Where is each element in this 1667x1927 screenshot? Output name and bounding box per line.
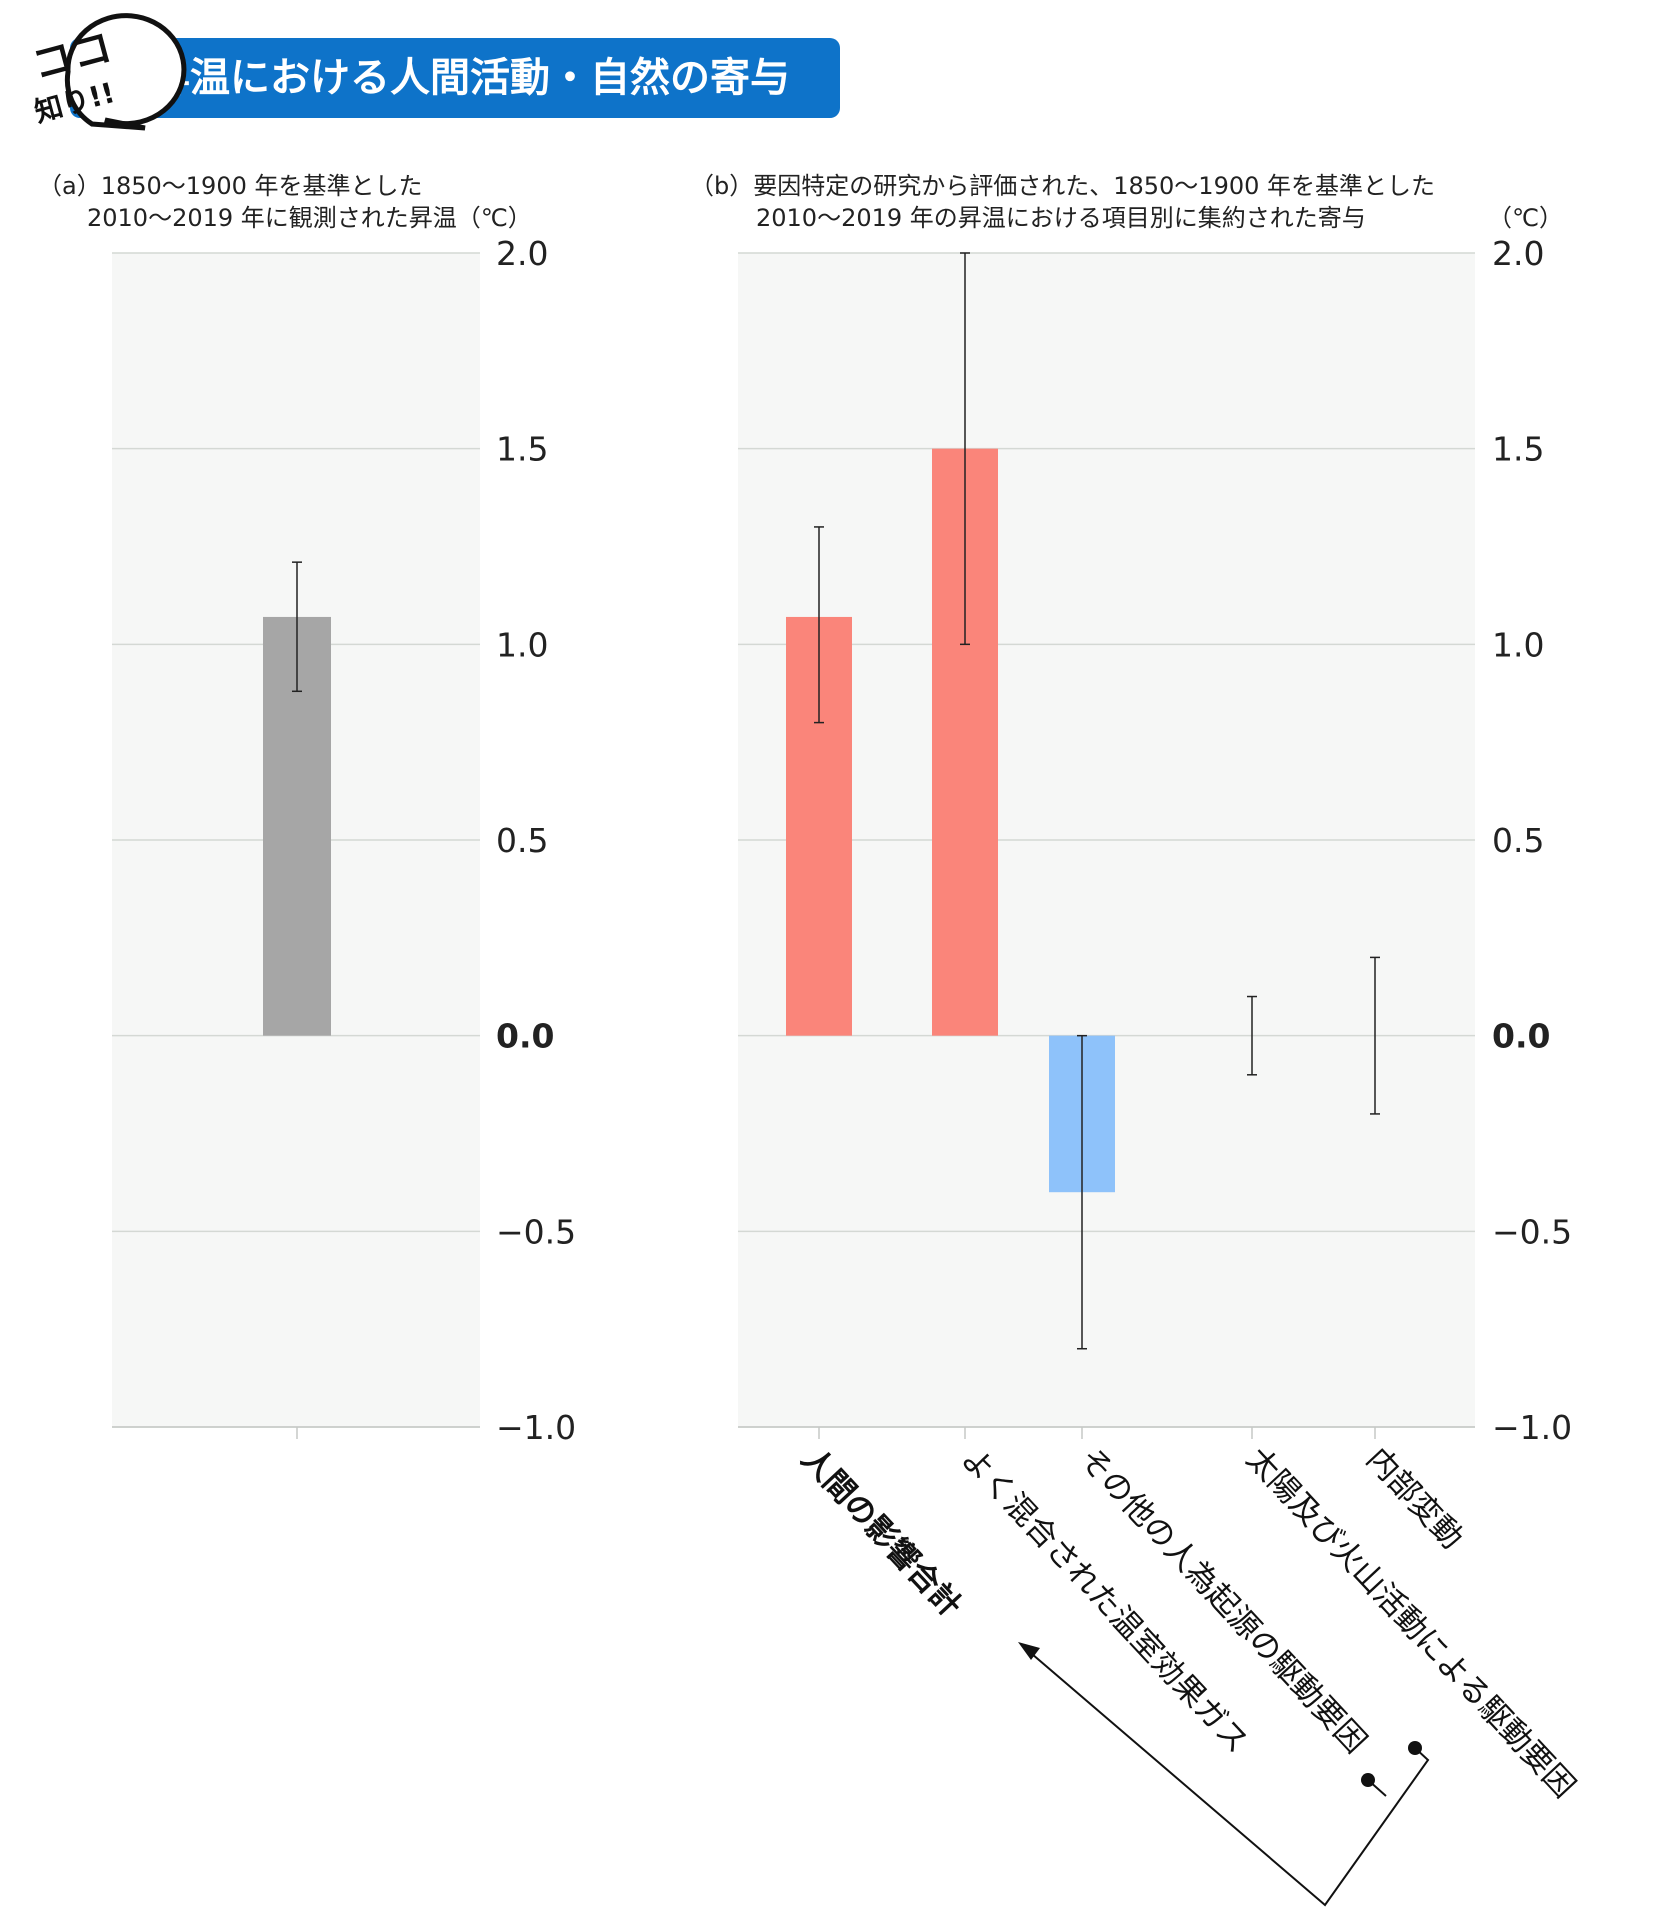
y-tick-label: −0.5 [496, 1212, 576, 1251]
panel-b-unit: （℃） [1488, 204, 1563, 232]
panel-a-caption-line2: 2010〜2019 年に観測された昇温（℃） [87, 204, 532, 232]
bracket-dot-other [1361, 1773, 1375, 1787]
y-tick-label: 2.0 [496, 234, 548, 273]
y-tick-label: −1.0 [496, 1408, 576, 1447]
y-tick-label: −0.5 [1492, 1212, 1572, 1251]
y-tick-label: 0.0 [496, 1017, 554, 1056]
panel-a-plot: 2.0 1.5 1.0 0.5 0.0 −0.5 −1.0 [112, 234, 576, 1447]
badge: ココ 知り!! [28, 13, 187, 131]
panel-b-category-labels: 人間の影響合計よく混合された温室効果ガスその他の人為起源の駆動要因太陽及び火山活… [794, 1441, 1582, 1805]
y-tick-label: 1.5 [1492, 430, 1544, 469]
bracket-dot-ghg [1408, 1741, 1422, 1755]
x-category-label: 内部変動 [1359, 1441, 1470, 1556]
y-tick-label: 0.5 [1492, 821, 1544, 860]
panel-b-caption-line2: 2010〜2019 年の昇温における項目別に集約された寄与 [756, 204, 1366, 232]
y-tick-label: 2.0 [1492, 234, 1544, 273]
y-tick-label: 0.5 [496, 821, 548, 860]
x-category-label: 人間の影響合計 [794, 1441, 968, 1624]
panel-b-plot: 2.0 1.5 1.0 0.5 0.0 −0.5 −1.0 [738, 234, 1572, 1447]
panel-a-caption-line1: （a）1850〜1900 年を基準とした [38, 172, 423, 200]
bracket-arrowhead [1018, 1642, 1040, 1660]
panel-b-caption-line1: （b）要因特定の研究から評価された、1850〜1900 年を基準とした [690, 172, 1436, 200]
y-tick-label: 1.0 [1492, 625, 1544, 664]
bracket-annotation [1018, 1642, 1430, 1907]
y-tick-label: 1.0 [496, 625, 548, 664]
y-tick-label: −1.0 [1492, 1408, 1572, 1447]
bracket-line [1024, 1647, 1430, 1907]
y-tick-label: 1.5 [496, 430, 548, 469]
header-bar [70, 38, 840, 118]
page-title: 昇温における人間活動・自然の寄与 [150, 55, 790, 101]
y-tick-label: 0.0 [1492, 1017, 1550, 1056]
badge-bubble [64, 13, 187, 131]
